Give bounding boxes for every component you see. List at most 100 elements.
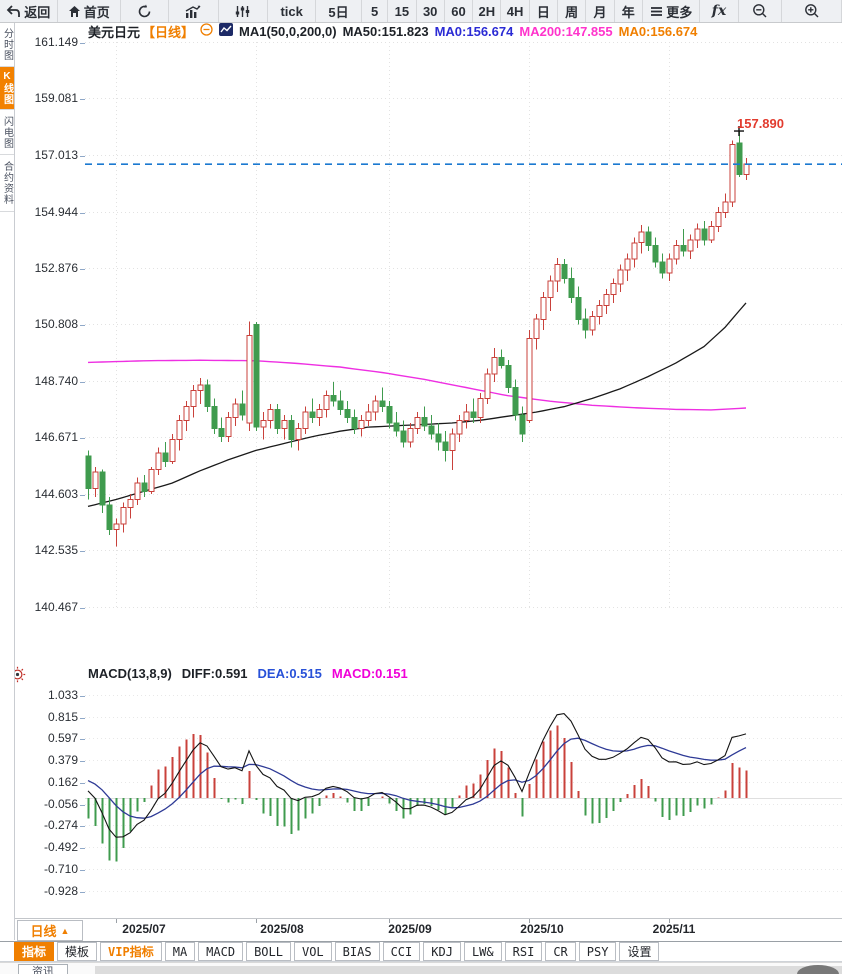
tab-指标[interactable]: 指标 bbox=[14, 942, 55, 961]
chart-header: 美元日元 【日线】 MA1(50,0,200,0) MA50:151.823 M… bbox=[88, 22, 697, 40]
macd-title: MACD(13,8,9) bbox=[88, 666, 172, 681]
toolbar-item-more[interactable]: 更多 bbox=[643, 0, 701, 22]
toolbar-item-m15[interactable]: 15 bbox=[388, 0, 417, 22]
sidebar-item-time-share[interactable]: 分时图 bbox=[0, 22, 14, 67]
axis-tick bbox=[80, 760, 85, 762]
toolbar-item-week[interactable]: 周 bbox=[558, 0, 587, 22]
axis-tick bbox=[80, 550, 85, 552]
tab-KDJ[interactable]: KDJ bbox=[423, 942, 461, 961]
axis-tick bbox=[80, 825, 85, 827]
toolbar-item-m5[interactable]: 5 bbox=[362, 0, 389, 22]
horizontal-scrollbar-track[interactable] bbox=[95, 965, 842, 974]
tab-LW&[interactable]: LW& bbox=[463, 942, 502, 961]
home-icon bbox=[68, 5, 81, 18]
tab-设置[interactable]: 设置 bbox=[619, 942, 660, 961]
time-axis: 2025/07 2025/08 2025/09 2025/10 2025/11 bbox=[0, 918, 842, 942]
axis-tick bbox=[80, 847, 85, 849]
date-label: 2025/10 bbox=[520, 922, 564, 936]
toolbar-item-zoom-out[interactable] bbox=[739, 0, 783, 22]
sidebar-item-lightning[interactable]: 闪电图 bbox=[0, 110, 14, 155]
toolbar-item-label: 更多 bbox=[666, 4, 693, 20]
tab-BOLL[interactable]: BOLL bbox=[246, 942, 291, 961]
sidebar-item-contract-info[interactable]: 合约资料 bbox=[0, 155, 14, 212]
tab-CR[interactable]: CR bbox=[545, 942, 576, 961]
partial-bottom-tab[interactable]: 资讯 bbox=[18, 964, 68, 974]
refresh-icon bbox=[137, 4, 152, 19]
sidebar-item-kline[interactable]: K线图 bbox=[0, 67, 14, 110]
tab-MACD[interactable]: MACD bbox=[198, 942, 244, 961]
tab-VIP指标[interactable]: VIP指标 bbox=[100, 942, 162, 961]
bottom-strip: 资讯 bbox=[0, 962, 842, 974]
axis-tick bbox=[80, 494, 85, 496]
indicator-tabs-row: 指标 模板 VIP指标 MA MACD BOLL VOL BIAS CCI KDJ LW& RSI CR… bbox=[0, 941, 842, 962]
tab-PSY[interactable]: PSY bbox=[578, 942, 617, 961]
macd-axis-label: -0.710 bbox=[43, 861, 78, 876]
menu-icon bbox=[650, 6, 663, 17]
date-tick bbox=[529, 919, 530, 923]
toolbar-item-refresh[interactable] bbox=[121, 0, 169, 22]
price-axis-label: 150.808 bbox=[34, 316, 78, 331]
toolbar-item-h4[interactable]: 4H bbox=[501, 0, 530, 22]
toolbar-item-label: 4H bbox=[506, 3, 524, 19]
toolbar-item-m30[interactable]: 30 bbox=[417, 0, 445, 22]
toolbar-item-fx[interactable]: fx bbox=[700, 0, 739, 22]
price-axis-label: 159.081 bbox=[34, 90, 78, 105]
toolbar-item-label: 返回 bbox=[24, 4, 51, 20]
price-axis-label: 148.740 bbox=[34, 373, 78, 388]
tab-VOL[interactable]: VOL bbox=[293, 942, 332, 961]
toolbar-item-label: fx bbox=[711, 3, 727, 19]
price-axis-label: 146.671 bbox=[34, 429, 78, 444]
toolbar-item-home[interactable]: 首页 bbox=[58, 0, 121, 22]
period-selector[interactable]: 日线 ▲ bbox=[17, 920, 83, 941]
macd-axis-label: 0.597 bbox=[47, 730, 78, 745]
left-sidebar: 分时图 K线图 闪电图 合约资料 bbox=[0, 22, 15, 940]
toolbar-item-day[interactable]: 日 bbox=[530, 0, 559, 22]
price-axis-label: 140.467 bbox=[34, 599, 78, 614]
macd-axis-label: 0.815 bbox=[47, 709, 78, 724]
toolbar-item-tick[interactable]: tick bbox=[268, 0, 317, 22]
macd-axis-label: 0.162 bbox=[47, 774, 78, 789]
macd-chart[interactable] bbox=[85, 665, 842, 918]
ma50-value: MA50:151.823 bbox=[342, 23, 429, 39]
toolbar-item-m60[interactable]: 60 bbox=[445, 0, 474, 22]
toolbar-item-label: 5日 bbox=[328, 4, 349, 20]
zoom-in-icon bbox=[804, 3, 820, 19]
toolbar-item-h2[interactable]: 2H bbox=[473, 0, 502, 22]
horizontal-scrollbar-thumb[interactable] bbox=[797, 965, 839, 974]
collapse-indicator-icon[interactable] bbox=[200, 23, 213, 39]
period-selector-arrow-icon: ▲ bbox=[60, 925, 70, 936]
candlestick-chart[interactable] bbox=[85, 40, 842, 662]
toolbar-item-zoom-in[interactable] bbox=[782, 0, 842, 22]
date-label: 2025/11 bbox=[652, 922, 696, 936]
date-label: 2025/07 bbox=[122, 922, 166, 936]
mini-chart-icon[interactable] bbox=[219, 23, 234, 39]
date-label: 2025/08 bbox=[260, 922, 304, 936]
toolbar-item-trend-chart[interactable] bbox=[169, 0, 219, 22]
macd-axis-label: -0.928 bbox=[43, 883, 78, 898]
axis-tick bbox=[80, 98, 85, 100]
tab-RSI[interactable]: RSI bbox=[504, 942, 543, 961]
tab-模板[interactable]: 模板 bbox=[57, 942, 98, 961]
date-tick bbox=[116, 919, 117, 923]
axis-tick bbox=[80, 155, 85, 157]
toolbar-item-label: 60 bbox=[451, 3, 466, 19]
date-tick bbox=[669, 919, 670, 923]
toolbar-item-volume-sliders[interactable] bbox=[219, 0, 269, 22]
toolbar-item-label: 首页 bbox=[83, 4, 110, 20]
macd-dea-value: DEA:0.515 bbox=[257, 666, 322, 681]
date-tick bbox=[256, 919, 257, 923]
toolbar-item-back[interactable]: 返回 bbox=[0, 0, 58, 22]
axis-tick bbox=[80, 869, 85, 871]
high-price-label: 157.890 bbox=[737, 116, 784, 131]
toolbar-item-month[interactable]: 月 bbox=[586, 0, 615, 22]
toolbar-item-year[interactable]: 年 bbox=[615, 0, 643, 22]
tab-MA[interactable]: MA bbox=[164, 942, 196, 961]
toolbar-item-label: 月 bbox=[593, 4, 607, 20]
toolbar-item-label: 年 bbox=[621, 4, 635, 20]
tab-CCI[interactable]: CCI bbox=[382, 942, 421, 961]
ma0-blue-value: MA0:156.674 bbox=[434, 23, 514, 39]
tab-BIAS[interactable]: BIAS bbox=[334, 942, 380, 961]
macd-macd-value: MACD:0.151 bbox=[331, 666, 408, 681]
toolbar-item-5d[interactable]: 5日 bbox=[316, 0, 362, 22]
